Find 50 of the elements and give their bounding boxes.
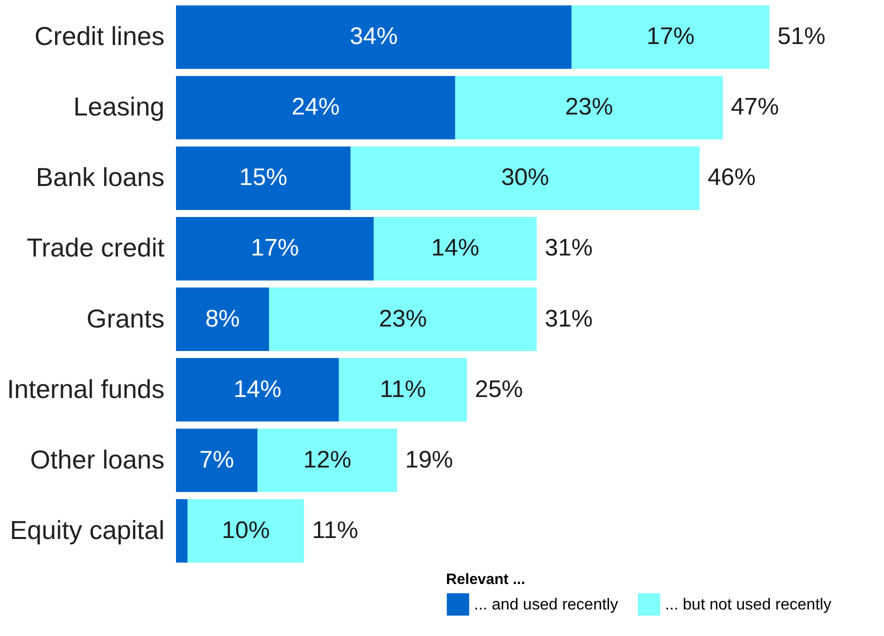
y-tick-label: Other loans xyxy=(30,444,164,474)
bar xyxy=(572,5,770,69)
y-tick-label: Grants xyxy=(86,303,164,334)
bar xyxy=(374,216,537,280)
y-tick-label: Bank loans xyxy=(36,162,164,192)
data-label: 23% xyxy=(378,305,427,332)
total-label: 19% xyxy=(405,446,454,474)
total-label: 51% xyxy=(777,23,826,50)
total-label: 31% xyxy=(544,234,593,262)
data-label: 7% xyxy=(199,446,234,474)
data-label: 34% xyxy=(350,23,398,50)
total-label: 46% xyxy=(708,164,756,192)
bar xyxy=(176,216,374,280)
y-tick-label: Internal funds xyxy=(6,374,164,404)
data-label: 17% xyxy=(646,23,695,50)
data-label: 24% xyxy=(292,94,340,121)
bar xyxy=(338,358,467,422)
data-label: 14% xyxy=(431,234,480,262)
bar xyxy=(176,499,188,563)
bar xyxy=(176,358,339,422)
total-label: 47% xyxy=(730,94,779,121)
bar xyxy=(188,499,304,563)
bar xyxy=(176,288,270,352)
bar xyxy=(350,146,700,210)
total-label: 31% xyxy=(544,305,593,332)
data-label: 11% xyxy=(380,376,426,403)
data-label: 14% xyxy=(233,376,282,403)
y-tick-label: Trade credit xyxy=(26,232,166,263)
data-label: 10% xyxy=(222,516,270,544)
data-label: 23% xyxy=(565,94,614,121)
data-label: 15% xyxy=(239,164,288,192)
legend-title: Relevant ... xyxy=(446,571,526,588)
bar xyxy=(176,5,572,69)
y-tick-label: Leasing xyxy=(73,92,164,122)
y-tick-label: Credit lines xyxy=(34,21,164,52)
legend-label: ... and used recently xyxy=(474,596,618,614)
legend-label: ... but not used recently xyxy=(665,596,832,614)
data-label: 30% xyxy=(501,164,550,192)
bar xyxy=(269,288,537,352)
bar xyxy=(176,146,351,210)
data-label: 12% xyxy=(303,446,352,474)
bar xyxy=(257,428,398,492)
total-label: 25% xyxy=(474,376,523,403)
bar xyxy=(176,428,258,492)
bar xyxy=(455,76,723,140)
data-label: 17% xyxy=(250,234,299,262)
bar xyxy=(176,76,456,140)
y-tick-label: Equity capital xyxy=(10,514,164,545)
data-label: 8% xyxy=(205,305,240,332)
total-label: 11% xyxy=(312,516,358,544)
